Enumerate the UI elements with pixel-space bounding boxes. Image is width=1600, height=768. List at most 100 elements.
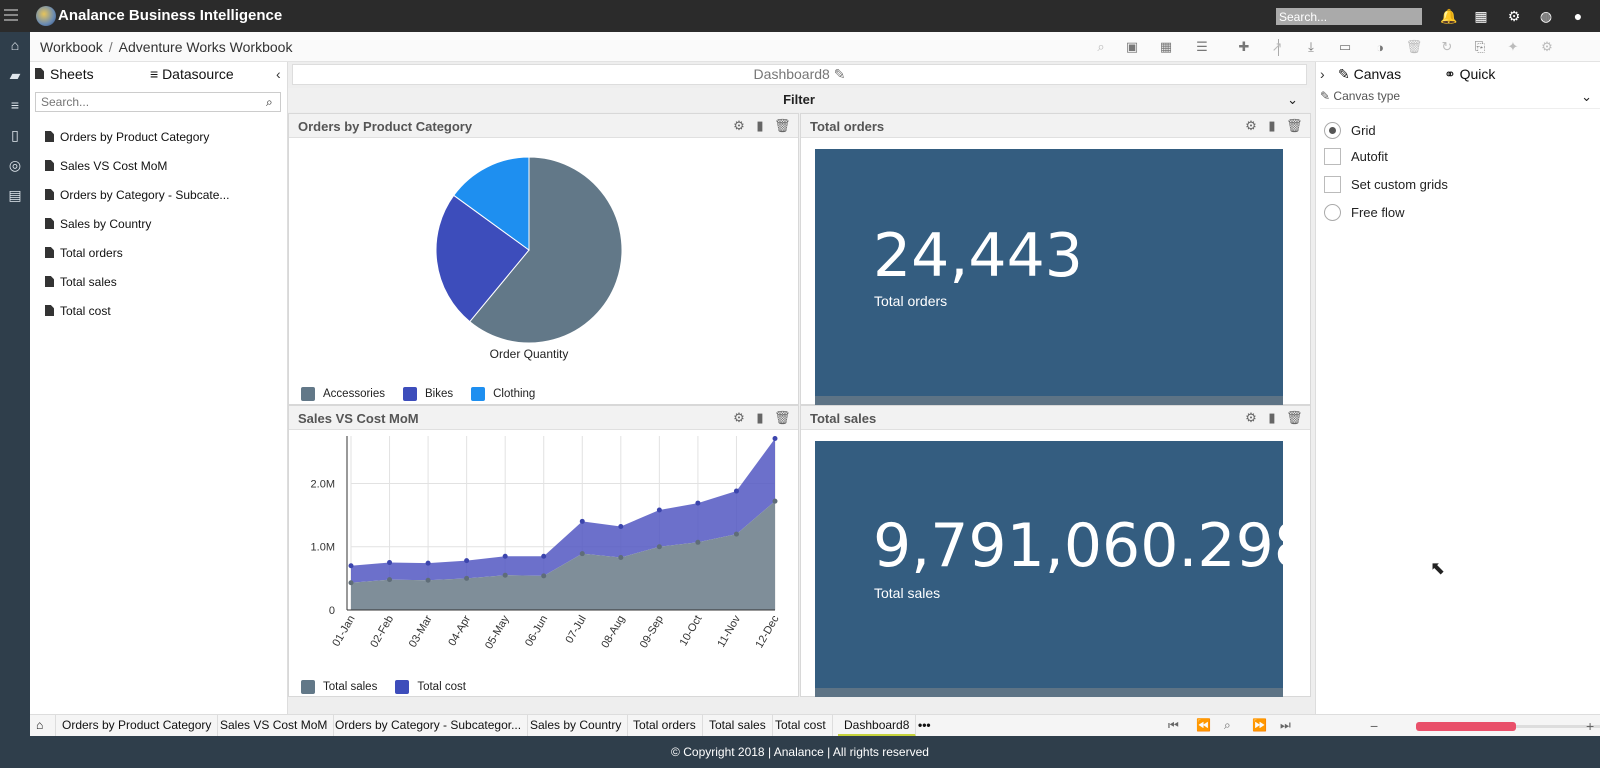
save-icon[interactable]: ▣ — [1125, 39, 1139, 54]
tab-quick[interactable]: ⚭ Quick — [1444, 66, 1495, 83]
delete-icon[interactable]: 🗑 — [1405, 39, 1423, 54]
next-page-icon[interactable]: ⏩ — [1252, 718, 1267, 732]
canvas-type-section[interactable]: ✎ Canvas type ⌄ — [1320, 89, 1600, 109]
book-icon[interactable]: ▯ — [11, 126, 19, 143]
calendar-icon[interactable]: ▦ — [1474, 7, 1488, 24]
target-icon[interactable]: ◎ — [8, 156, 22, 173]
settings-icon[interactable]: ⚙ — [1541, 39, 1553, 54]
download-icon[interactable]: ⤓ — [1308, 39, 1314, 54]
document-icon[interactable]: ▮ — [756, 410, 764, 425]
data-point-total-sales[interactable] — [541, 573, 547, 579]
data-point-total-sales[interactable] — [425, 577, 431, 583]
zoom-in-icon[interactable]: + — [1586, 718, 1595, 734]
sheet-tab-active[interactable]: Dashboard8 — [838, 715, 917, 737]
data-point-total-cost[interactable] — [464, 558, 470, 564]
user-icon[interactable]: ● — [1573, 8, 1583, 24]
sheet-item[interactable]: Total orders — [45, 238, 280, 267]
sheet-tab[interactable]: Total sales — [703, 715, 773, 737]
home-icon[interactable]: ⌂ — [10, 37, 20, 53]
legend-item[interactable]: Total sales — [301, 680, 377, 694]
data-point-total-sales[interactable] — [464, 575, 470, 581]
data-point-total-sales[interactable] — [772, 498, 778, 504]
share-icon[interactable]: ↗ — [1271, 39, 1283, 54]
radio-button[interactable] — [1324, 122, 1341, 139]
area-series-total-cost[interactable] — [351, 438, 775, 583]
data-point-total-cost[interactable] — [772, 436, 778, 442]
data-point-total-sales[interactable] — [387, 577, 393, 583]
data-point-total-sales[interactable] — [695, 539, 701, 545]
checkbox[interactable] — [1324, 148, 1341, 165]
pin-icon[interactable]: ✦ — [1507, 39, 1519, 54]
expand-panel-icon[interactable]: › — [1320, 66, 1325, 82]
zoom-slider-fill[interactable] — [1416, 722, 1516, 731]
sheet-tab[interactable]: Total orders — [627, 715, 703, 737]
hide-icon[interactable]: ◑ — [1376, 39, 1384, 55]
sheet-tab[interactable]: Sales by Country — [524, 715, 629, 737]
zoom-slider-track[interactable] — [1516, 725, 1600, 728]
data-point-total-cost[interactable] — [502, 553, 508, 559]
last-page-icon[interactable]: ⏭ — [1280, 718, 1291, 732]
sheet-item[interactable]: Sales VS Cost MoM — [45, 151, 280, 180]
list-view-icon[interactable]: ☰ — [1196, 39, 1208, 54]
radio-button[interactable] — [1324, 204, 1341, 221]
sheets-search-input[interactable] — [35, 92, 281, 112]
data-point-total-cost[interactable] — [733, 488, 739, 494]
folder-icon[interactable]: ▰ — [9, 66, 21, 83]
sheet-item[interactable]: Total cost — [45, 296, 280, 325]
data-point-total-sales[interactable] — [579, 551, 585, 557]
gear-icon[interactable]: ⚙ — [1245, 118, 1257, 133]
sheet-item[interactable]: Sales by Country — [45, 209, 280, 238]
document-icon[interactable]: ▮ — [1268, 118, 1276, 133]
legend-item[interactable]: Accessories — [301, 387, 385, 401]
data-point-total-sales[interactable] — [656, 544, 662, 550]
trash-icon[interactable]: 🗑 — [1286, 118, 1303, 133]
gear-icon[interactable]: ⚙ — [733, 118, 745, 133]
export-icon[interactable]: ⎘ — [1474, 39, 1486, 54]
pie-slice-clothing[interactable] — [453, 156, 530, 251]
data-point-total-cost[interactable] — [656, 507, 662, 513]
option-grid[interactable]: Grid — [1324, 122, 1376, 139]
option-free-flow[interactable]: Free flow — [1324, 204, 1404, 221]
first-page-icon[interactable]: ⏮ — [1168, 718, 1179, 732]
area-series-total-sales[interactable] — [351, 501, 775, 610]
add-icon[interactable]: ✚ — [1238, 39, 1250, 54]
checkbox[interactable] — [1324, 176, 1341, 193]
dashboard-title[interactable]: Dashboard8 ✎ — [292, 64, 1307, 85]
trash-icon[interactable]: 🗑 — [774, 118, 791, 133]
document-icon[interactable]: ▮ — [1268, 410, 1276, 425]
sheet-tab[interactable]: Orders by Category - Subcategor... — [329, 715, 529, 737]
data-point-total-cost[interactable] — [425, 560, 431, 566]
sheet-tab[interactable]: Orders by Product Category — [56, 715, 219, 737]
data-point-total-cost[interactable] — [541, 553, 547, 559]
data-point-total-cost[interactable] — [387, 560, 393, 566]
search-icon[interactable]: ⌕ — [266, 95, 273, 109]
schedule-icon[interactable]: ▤ — [8, 186, 22, 203]
legend-item[interactable]: Bikes — [403, 387, 453, 401]
zoom-out-icon[interactable]: − — [1370, 718, 1379, 734]
gear-icon[interactable]: ⚙ — [1245, 410, 1257, 425]
document-icon[interactable]: ▮ — [756, 118, 764, 133]
data-point-total-sales[interactable] — [348, 580, 354, 586]
present-icon[interactable]: ▭ — [1338, 39, 1352, 54]
globe-icon[interactable]: ◍ — [1539, 7, 1553, 24]
tab-datasource[interactable]: ≡ Datasource — [150, 66, 234, 82]
search-icon[interactable]: ⌕ — [1097, 39, 1105, 54]
sheet-item[interactable]: Orders by Category - Subcate... — [45, 180, 280, 209]
data-point-total-sales[interactable] — [502, 572, 508, 578]
data-point-total-cost[interactable] — [348, 563, 354, 569]
data-point-total-cost[interactable] — [618, 523, 624, 529]
chevron-down-icon[interactable]: ⌄ — [1581, 89, 1592, 104]
sheet-tab[interactable]: Total cost — [769, 715, 833, 737]
database-icon[interactable]: ≡ — [10, 97, 20, 113]
filter-bar[interactable]: Filter ⌄ — [288, 88, 1310, 112]
hamburger-menu-icon[interactable] — [4, 9, 18, 23]
trash-icon[interactable]: 🗑 — [1286, 410, 1303, 425]
legend-item[interactable]: Total cost — [395, 680, 466, 694]
option-autofit[interactable]: Autofit — [1324, 148, 1388, 165]
data-point-total-cost[interactable] — [579, 518, 585, 524]
data-point-total-sales[interactable] — [618, 554, 624, 560]
chevron-down-icon[interactable]: ⌄ — [1287, 92, 1298, 107]
pencil-icon[interactable]: ✎ — [833, 66, 846, 82]
option-custom-grids[interactable]: Set custom grids — [1324, 176, 1448, 193]
global-search-input[interactable] — [1276, 8, 1422, 25]
